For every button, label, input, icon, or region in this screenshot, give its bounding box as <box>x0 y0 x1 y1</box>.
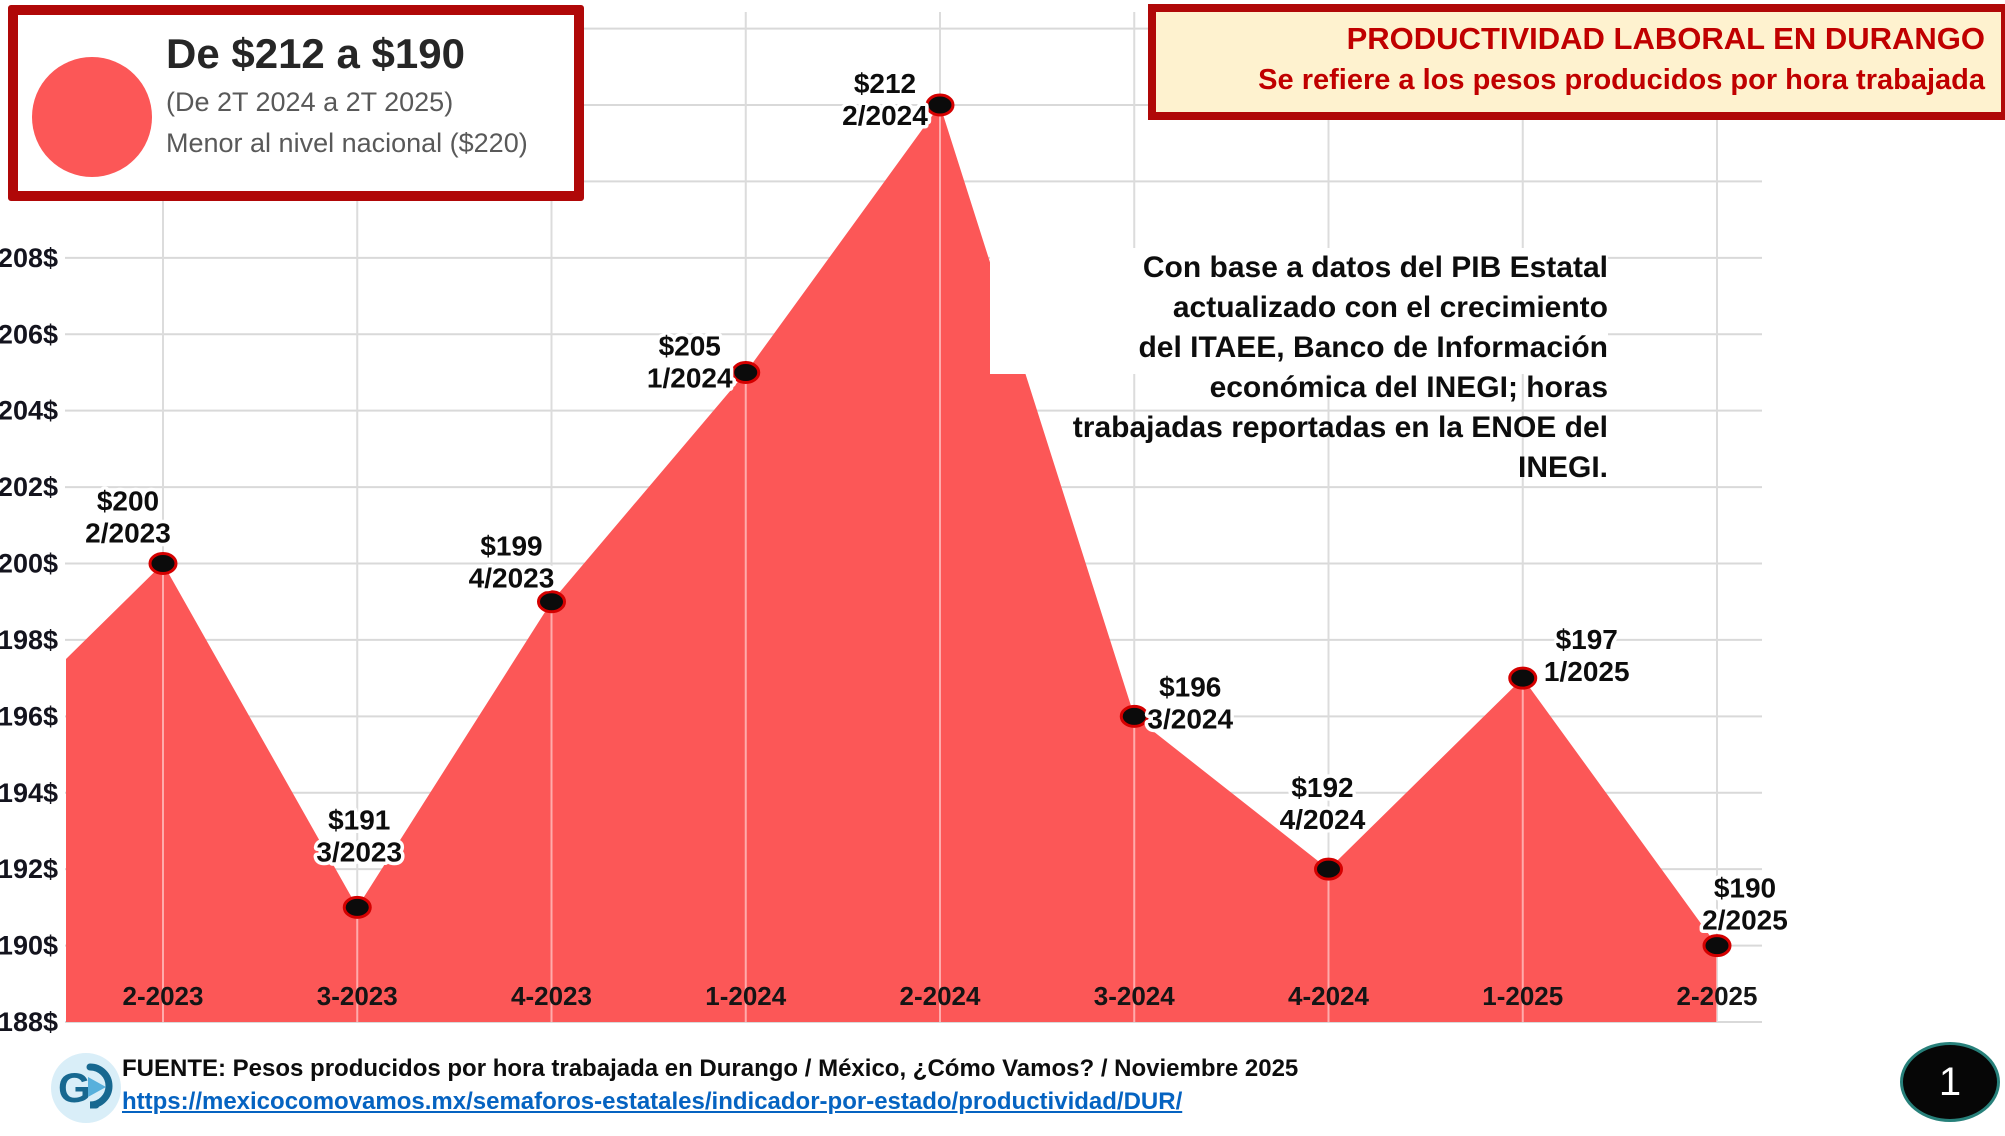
methodology-note: Con base a datos del PIB Estatal actuali… <box>990 248 1608 484</box>
y-axis-label: 190$ <box>0 931 58 961</box>
data-point-label: $205 <box>659 330 721 361</box>
data-point-label: $197 <box>1556 624 1618 655</box>
x-axis-label: 4-2023 <box>511 981 592 1011</box>
data-point-label: 4/2024 <box>1280 804 1366 835</box>
x-axis-label: 2-2024 <box>900 981 981 1011</box>
source-text: FUENTE: Pesos producidos por hora trabaj… <box>122 1055 1299 1082</box>
data-point-label: $200 <box>97 486 159 517</box>
y-axis-label: 188$ <box>0 1007 58 1037</box>
data-point-marker <box>1508 666 1538 690</box>
data-point-label: 1/2024 <box>647 362 733 393</box>
x-axis-label: 2-2023 <box>123 981 204 1011</box>
data-point-label: 1/2025 <box>1544 656 1630 687</box>
y-axis-label: 204$ <box>0 396 58 426</box>
data-point-label: 3/2024 <box>1147 703 1233 734</box>
data-point-marker <box>1314 857 1343 881</box>
x-axis-label: 1-2025 <box>1482 981 1563 1011</box>
header-box: PRODUCTIVIDAD LABORAL EN DURANGO Se refi… <box>1148 4 2005 120</box>
y-axis-label: 192$ <box>0 854 58 884</box>
y-axis-label: 198$ <box>0 625 58 655</box>
x-axis-label: 1-2024 <box>705 981 786 1011</box>
data-point-marker <box>731 360 761 384</box>
data-point-label: 4/2023 <box>469 563 555 594</box>
data-point-marker <box>537 590 566 614</box>
y-axis-label: 200$ <box>0 549 58 579</box>
data-point-label: $199 <box>480 531 542 562</box>
red-status-circle-icon <box>32 57 152 177</box>
data-point-label: 2/2025 <box>1702 905 1788 936</box>
summary-subtitle: (De 2T 2024 a 2T 2025) <box>166 87 454 117</box>
data-point-label: $190 <box>1714 873 1776 904</box>
y-axis-label: 208$ <box>0 243 58 273</box>
data-point-label: 2/2024 <box>842 100 928 131</box>
mexico-como-vamos-logo-icon: G <box>51 1053 121 1123</box>
data-point-label: $196 <box>1159 671 1221 702</box>
area-shape <box>66 105 1717 1022</box>
data-point-label: $212 <box>854 68 916 99</box>
data-point-marker <box>925 93 955 117</box>
methodology-note-line: del ITAEE, Banco de Información económic… <box>1138 331 1608 404</box>
methodology-note-line: Con base a datos del PIB Estatal actuali… <box>1142 251 1608 324</box>
summary-title: De $212 a $190 <box>166 30 465 77</box>
data-point-label: 3/2023 <box>316 836 402 867</box>
svg-text:G: G <box>58 1064 91 1111</box>
page-subtitle: Se refiere a los pesos producidos por ho… <box>1258 64 1985 96</box>
page-number: 1 <box>1938 1059 1962 1104</box>
page-number-badge: 1 <box>1900 1042 2000 1122</box>
data-point-label: $192 <box>1291 772 1353 803</box>
methodology-note-line: trabajadas reportadas en la ENOE del INE… <box>1072 411 1608 484</box>
data-point-marker <box>1702 934 1732 958</box>
y-axis-label: 196$ <box>0 701 58 731</box>
page-title: PRODUCTIVIDAD LABORAL EN DURANGO <box>1346 21 1985 56</box>
summary-box: De $212 a $190 (De 2T 2024 a 2T 2025) Me… <box>8 5 584 201</box>
data-point-marker <box>342 895 372 919</box>
data-point-marker <box>148 552 178 576</box>
summary-note: Menor al nivel nacional ($220) <box>166 128 528 158</box>
y-axis-label: 194$ <box>0 778 58 808</box>
x-axis-label: 3-2024 <box>1094 981 1175 1011</box>
data-point-label: 2/2023 <box>85 518 171 549</box>
data-point-marker <box>1119 704 1149 728</box>
x-axis-label: 3-2023 <box>317 981 398 1011</box>
y-axis-label: 202$ <box>0 472 58 502</box>
source-link[interactable]: https://mexicocomovamos.mx/semaforos-est… <box>122 1088 1183 1115</box>
data-point-label: $191 <box>328 804 390 835</box>
x-axis-label: 4-2024 <box>1288 981 1369 1011</box>
y-axis-label: 206$ <box>0 319 58 349</box>
x-axis-label: 2-2025 <box>1677 981 1758 1011</box>
